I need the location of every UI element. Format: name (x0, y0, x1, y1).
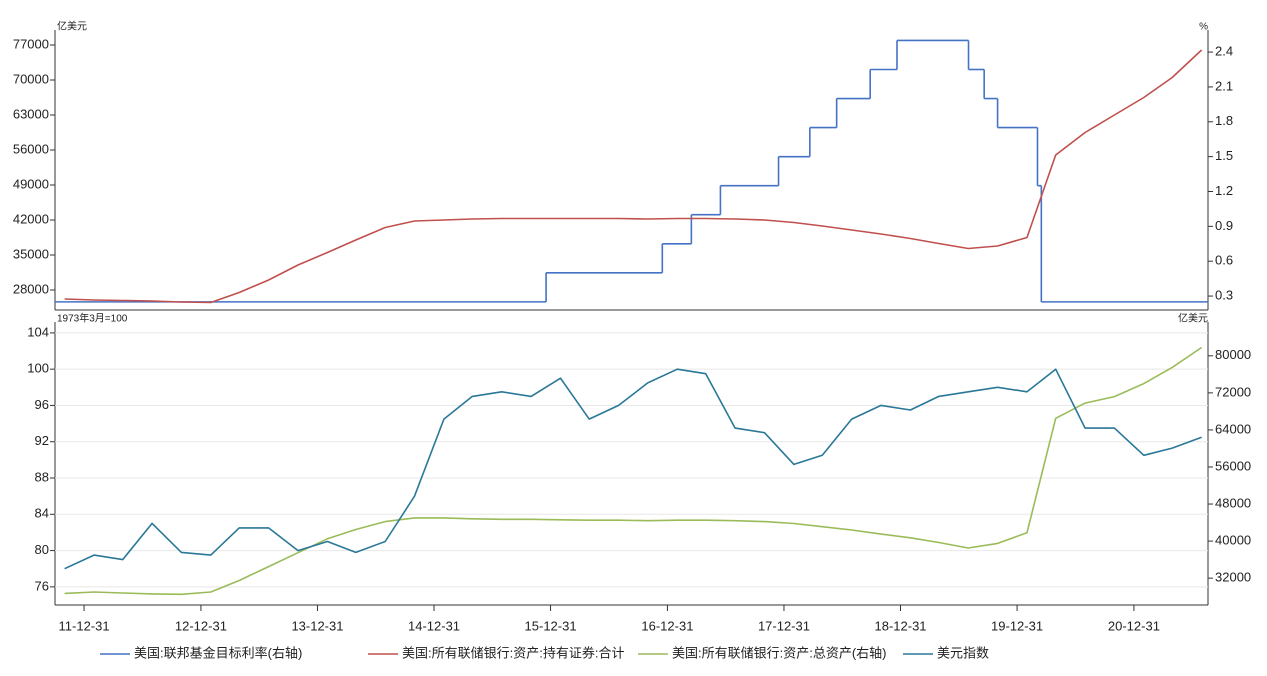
y-tick-label: 80 (35, 542, 49, 557)
y-tick-label: 76 (35, 578, 49, 593)
y-tick-label: 88 (35, 469, 49, 484)
x-tick-label: 20-12-31 (1108, 618, 1160, 633)
x-tick-label: 16-12-31 (641, 618, 693, 633)
y-axis-label: 亿美元 (57, 20, 87, 33)
y2-tick-label: 72000 (1215, 384, 1251, 399)
y2-tick-label: 32000 (1215, 570, 1251, 585)
y-axis-label: 1973年3月=100 (57, 312, 128, 325)
y-tick-label: 63000 (13, 106, 49, 121)
y-tick-label: 77000 (13, 36, 49, 51)
y-tick-label: 56000 (13, 141, 49, 156)
legend-label: 美元指数 (937, 645, 989, 660)
series-line (64, 368, 1202, 570)
legend-label: 美国:联邦基金目标利率(右轴) (134, 645, 302, 660)
x-tick-label: 11-12-31 (59, 618, 110, 633)
y2-tick-label: 2.4 (1215, 44, 1233, 59)
x-tick-label: 12-12-31 (175, 618, 227, 633)
y2-tick-label: 1.8 (1215, 113, 1233, 128)
y-tick-label: 28000 (13, 281, 49, 296)
y2-tick-label: 48000 (1215, 495, 1251, 510)
legend-label: 美国:所有联储银行:资产:总资产(右轴) (672, 645, 887, 660)
series-line (64, 49, 1203, 304)
y2-axis-label: % (1199, 22, 1208, 33)
y-tick-label: 96 (35, 397, 49, 412)
y2-tick-label: 80000 (1215, 347, 1251, 362)
y2-tick-label: 2.1 (1215, 78, 1233, 93)
y2-axis-label: 亿美元 (1178, 312, 1208, 325)
y-tick-label: 100 (27, 361, 49, 376)
series-line (64, 346, 1203, 596)
y2-tick-label: 1.5 (1215, 148, 1233, 163)
x-tick-label: 13-12-31 (291, 618, 343, 633)
x-tick-label: 15-12-31 (525, 618, 577, 633)
legend-label: 美国:所有联储银行:资产:持有证券:合计 (402, 645, 624, 660)
x-tick-label: 14-12-31 (408, 618, 460, 633)
y2-tick-label: 0.3 (1215, 287, 1233, 302)
y-tick-label: 84 (35, 506, 49, 521)
y-tick-label: 92 (35, 433, 49, 448)
y2-tick-label: 64000 (1215, 421, 1251, 436)
x-tick-label: 17-12-31 (758, 618, 810, 633)
x-tick-label: 18-12-31 (874, 618, 926, 633)
y2-tick-label: 56000 (1215, 458, 1251, 473)
y2-tick-label: 40000 (1215, 533, 1251, 548)
y-tick-label: 49000 (13, 176, 49, 191)
x-tick-label: 19-12-31 (991, 618, 1043, 633)
y-tick-label: 35000 (13, 246, 49, 261)
y2-tick-label: 1.2 (1215, 183, 1233, 198)
y2-tick-label: 0.9 (1215, 218, 1233, 233)
y-tick-label: 42000 (13, 211, 49, 226)
y-tick-label: 104 (27, 324, 49, 339)
y2-tick-label: 0.6 (1215, 253, 1233, 268)
y-tick-label: 70000 (13, 71, 49, 86)
